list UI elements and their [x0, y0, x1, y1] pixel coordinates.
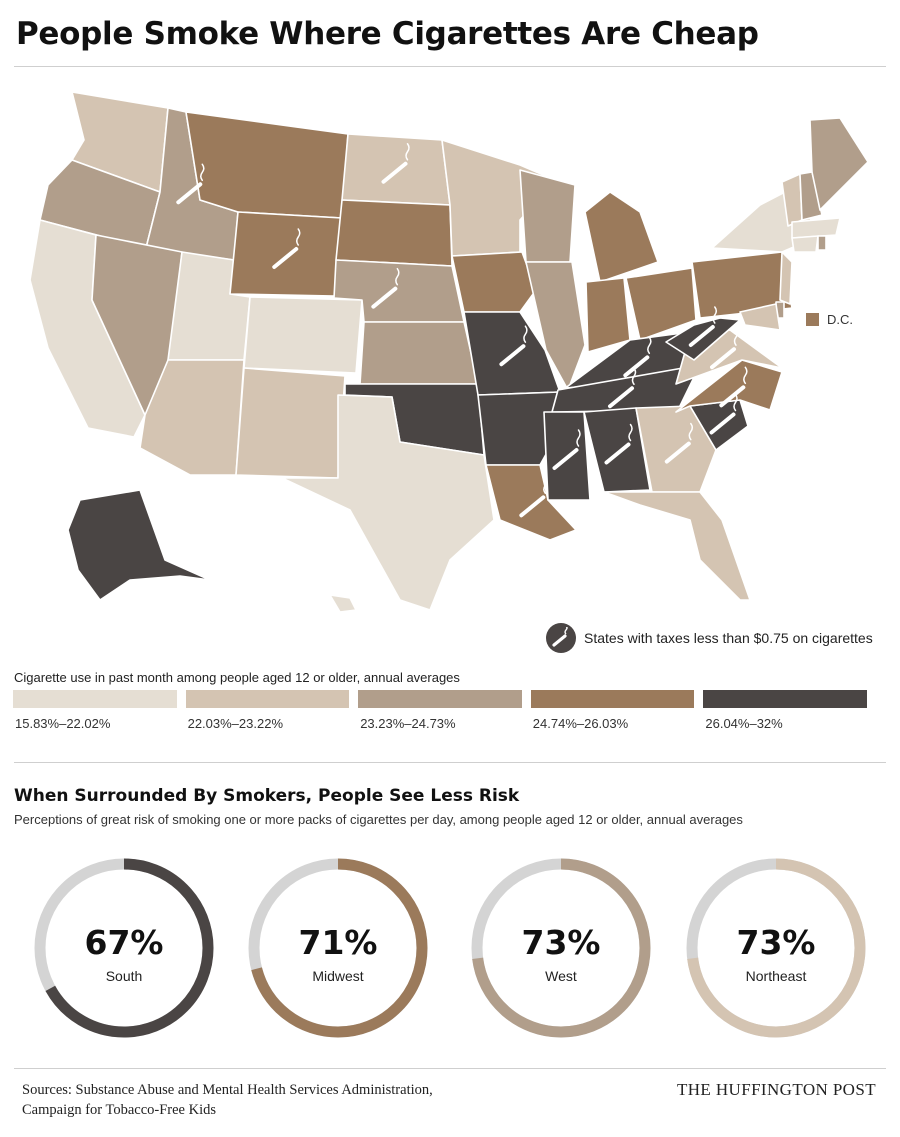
donut-west: 73% West	[468, 855, 654, 1041]
cigarette-icon	[709, 393, 738, 435]
donut-south: 67% South	[31, 855, 217, 1041]
divider	[14, 762, 886, 763]
cigarette-icon	[719, 366, 748, 408]
state-ma	[791, 217, 841, 239]
state-ct	[791, 235, 819, 253]
legend-label: 23.23%–24.73%	[360, 716, 456, 731]
donut-region: West	[545, 968, 577, 984]
donut-value: 67%	[84, 923, 164, 962]
state-hi	[329, 594, 357, 613]
donut-ring	[686, 858, 866, 1038]
donut-midwest: 71% Midwest	[245, 855, 431, 1041]
dc-label: D.C.	[827, 312, 853, 327]
legend-item: 23.23%–24.73%	[358, 690, 522, 731]
state-sd	[335, 199, 453, 267]
state-ri	[817, 235, 827, 251]
state-nh	[799, 171, 823, 221]
cigarette-icon	[604, 423, 633, 465]
cigarette-icon	[546, 623, 576, 653]
legend-label: 24.74%–26.03%	[532, 716, 629, 731]
donut-arc	[248, 858, 428, 1038]
donut-value: 73%	[521, 923, 601, 962]
state-co	[243, 296, 363, 374]
state-ga	[635, 405, 717, 493]
donut-northeast: 73% Northeast	[683, 855, 869, 1041]
cigarette-icon	[381, 143, 410, 184]
tax-legend: States with taxes less than $0.75 on cig…	[546, 623, 873, 653]
donut-arc	[34, 858, 214, 1038]
dc-key: D.C.	[806, 312, 853, 327]
sources: Sources: Substance Abuse and Mental Heal…	[22, 1080, 433, 1120]
cigarette-icon	[664, 422, 694, 464]
risk-subtitle: Perceptions of great risk of smoking one…	[14, 812, 743, 827]
state-mt	[185, 111, 349, 219]
state-wv	[665, 317, 741, 361]
state-il	[525, 261, 586, 391]
cigarette-icon	[710, 328, 739, 370]
dc-swatch	[806, 313, 819, 326]
cigarette-icon	[176, 163, 205, 205]
state-la	[485, 464, 577, 541]
state-ia	[451, 251, 537, 313]
legend-swatch	[13, 690, 177, 708]
donut-value: 73%	[736, 923, 816, 962]
legend-item: 24.74%–26.03%	[530, 690, 695, 731]
state-mi	[584, 191, 659, 283]
state-mn	[441, 139, 556, 257]
donut-ring	[471, 858, 651, 1038]
donut-ring	[248, 858, 428, 1038]
cigarette-icon	[623, 336, 652, 378]
state-al	[583, 407, 651, 493]
state-pa	[691, 251, 793, 319]
legend-item: 26.04%–32%	[703, 690, 867, 731]
legend-swatch	[530, 690, 695, 708]
cigarette-icon	[499, 325, 528, 367]
state-ks	[359, 321, 479, 385]
legend-label: 22.03%–23.22%	[187, 716, 284, 731]
donut-arc	[471, 858, 651, 1038]
donut-value: 71%	[298, 923, 378, 962]
divider	[14, 1068, 886, 1069]
state-me	[809, 117, 869, 211]
donut-region: Northeast	[745, 968, 807, 984]
cigarette-icon	[608, 367, 637, 409]
divider	[14, 66, 886, 67]
page-title: People Smoke Where Cigarettes Are Cheap	[16, 16, 759, 52]
cigarette-icon	[272, 228, 301, 269]
state-wy	[229, 211, 343, 297]
us-map-svg	[29, 91, 869, 613]
legend-label: 26.04%–32%	[705, 716, 783, 731]
state-oh	[625, 267, 697, 341]
legend-title: Cigarette use in past month among people…	[14, 670, 460, 685]
state-ak	[67, 489, 211, 601]
brand-logo: THE HUFFINGTON POST	[676, 1080, 876, 1099]
cigarette-icon	[519, 476, 548, 518]
state-tx	[281, 394, 495, 611]
donut-region: South	[105, 968, 143, 984]
state-wi	[519, 169, 576, 263]
cigarette-icon	[688, 306, 718, 347]
cigarette-icon	[371, 267, 400, 309]
sources-line: Sources: Substance Abuse and Mental Heal…	[22, 1082, 433, 1098]
legend-item: 15.83%–22.02%	[13, 690, 177, 731]
state-nj	[779, 251, 793, 305]
cigarette-icon	[552, 429, 581, 470]
sources-line: Campaign for Tobacco-Free Kids	[22, 1102, 217, 1118]
tax-legend-label: States with taxes less than $0.75 on cig…	[584, 630, 873, 646]
state-fl	[603, 491, 751, 601]
state-md	[739, 303, 781, 331]
us-map	[0, 68, 900, 668]
risk-title: When Surrounded By Smokers, People See L…	[14, 786, 520, 806]
legend-item: 22.03%–23.22%	[185, 690, 350, 731]
legend-swatch	[185, 690, 350, 708]
state-nm	[235, 367, 346, 479]
donut-ring	[34, 858, 214, 1038]
legend-swatch	[358, 690, 522, 708]
state-in	[585, 277, 631, 353]
legend-swatch	[703, 690, 867, 708]
donut-region: Midwest	[312, 968, 364, 984]
color-legend: 15.83%–22.02% 22.03%–23.22% 23.23%–24.73…	[13, 690, 867, 731]
donut-arc	[686, 858, 866, 1038]
legend-label: 15.83%–22.02%	[15, 716, 111, 731]
